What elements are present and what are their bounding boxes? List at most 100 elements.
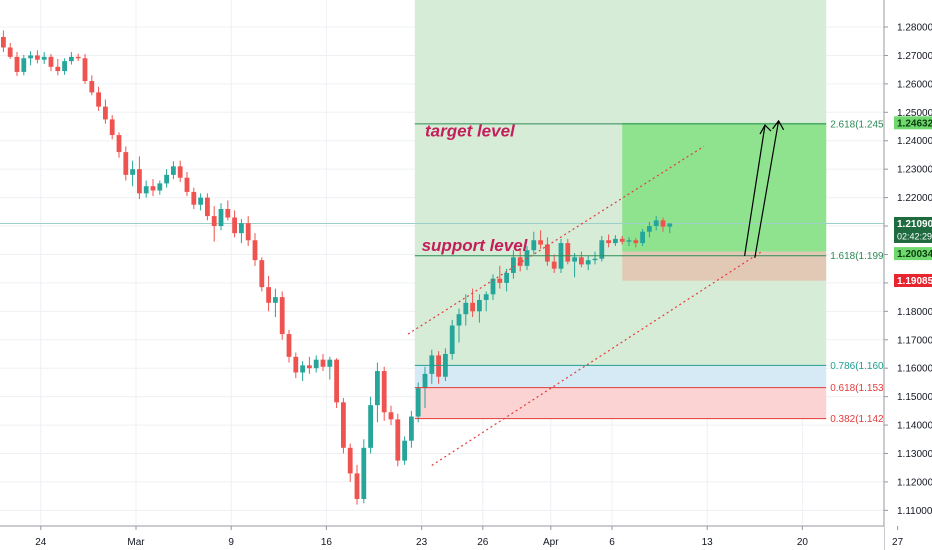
candle-body <box>14 56 20 72</box>
candle-body <box>585 260 591 265</box>
candle-body <box>334 359 339 403</box>
candle-body <box>497 278 503 283</box>
candle-body <box>184 177 190 192</box>
candle-body <box>205 197 210 217</box>
candle-body <box>55 66 61 72</box>
time-axis <box>0 526 884 550</box>
time-tick-label: Apr <box>543 537 559 548</box>
candle-body <box>409 416 414 441</box>
candle-body <box>211 216 217 227</box>
drawings: 2.618(1.24591) 1.618(1.19955) 0.786(1.1609… <box>407 119 898 466</box>
candle-body <box>293 356 299 373</box>
candle-body <box>232 217 237 234</box>
candle-body <box>266 287 271 303</box>
candle-body <box>667 223 673 227</box>
target-level-annotation: target level <box>425 122 516 141</box>
price-marker-label: 1.24632 <box>897 118 932 129</box>
candle-body <box>218 208 224 227</box>
arrow-head-icon <box>759 124 772 135</box>
candle-body <box>62 61 67 72</box>
candle-body <box>647 226 652 232</box>
candle-body <box>35 55 40 60</box>
candle-body <box>640 231 645 244</box>
channel-lower-line <box>431 251 762 466</box>
candle-body <box>28 55 33 59</box>
time-tick-label: 16 <box>321 537 333 548</box>
fib-label: 0.618(1.15319) <box>830 383 898 394</box>
projection-arrow-right <box>754 120 780 258</box>
candle-body <box>96 92 101 107</box>
candle-body <box>660 220 666 227</box>
price-tick-label: 1.28000 <box>897 23 932 34</box>
candle-body <box>130 169 135 175</box>
projection-arrow-left <box>744 125 766 256</box>
candle-body <box>470 302 475 312</box>
candle-body <box>551 261 557 269</box>
candle-body <box>653 220 659 227</box>
candle-body <box>109 119 115 136</box>
arrow-head-icon <box>772 119 785 131</box>
candle-body <box>368 405 373 448</box>
candle-body <box>545 244 550 262</box>
candle-body <box>327 359 333 367</box>
candle-body <box>579 257 584 265</box>
candle-body <box>375 371 380 406</box>
candle-body <box>341 402 346 448</box>
candle-body <box>7 47 13 57</box>
time-tick-label: 23 <box>416 537 428 548</box>
candle-body <box>48 56 54 67</box>
price-marker <box>894 216 932 243</box>
support-level-annotation: support level <box>422 236 529 255</box>
candle-body <box>361 447 367 499</box>
candle-body <box>313 359 319 369</box>
price-tick-label: 1.11000 <box>897 506 932 517</box>
price-tick-label: 1.26000 <box>897 79 932 90</box>
price-marker-label: 1.21090 <box>897 219 932 230</box>
candle-body <box>402 440 407 461</box>
price-tick-label: 1.15000 <box>897 392 932 403</box>
candle-body <box>252 240 258 261</box>
time-tick-label: Mar <box>127 537 145 548</box>
candle-body <box>626 240 632 242</box>
candle-body <box>572 257 577 262</box>
candle-body <box>490 278 496 295</box>
candle-body <box>395 419 401 461</box>
entry-zone <box>414 365 827 388</box>
candle-body <box>116 135 122 153</box>
price-marker-label: 1.19085 <box>897 276 932 287</box>
price-tick-label: 1.24000 <box>897 136 932 147</box>
candle-body <box>463 302 469 315</box>
candle-body <box>198 197 203 205</box>
price-tick-label: 1.14000 <box>897 421 932 432</box>
candle-body <box>89 81 95 93</box>
candle-body <box>103 106 108 120</box>
price-marker-label: 1.20034 <box>897 249 932 260</box>
candle-body <box>225 208 231 218</box>
candle-body <box>239 223 244 234</box>
candle-body <box>1 36 6 48</box>
candle-body <box>436 355 441 377</box>
candle-body <box>137 169 142 194</box>
price-tick-label: 1.16000 <box>897 364 932 375</box>
candle-body <box>415 388 421 417</box>
time-tick-label: 13 <box>702 537 714 548</box>
candle-body <box>606 240 611 244</box>
projection-zones <box>0 0 884 419</box>
candle-body <box>504 272 509 283</box>
candle-body <box>531 240 537 251</box>
risk-box <box>622 251 827 281</box>
candle-body <box>150 186 156 191</box>
candle-body <box>320 359 326 367</box>
candle-body <box>164 174 169 184</box>
candle-body <box>511 257 516 273</box>
candle-body <box>477 299 482 312</box>
candle-body <box>456 314 462 326</box>
price-tick-label: 1.18000 <box>897 307 932 318</box>
candle-body <box>286 334 292 357</box>
candle-body <box>354 473 360 499</box>
fib-label: 0.382(1.14225) <box>830 414 898 425</box>
candle-body <box>307 365 312 369</box>
time-tick-label: 27 <box>892 537 904 548</box>
